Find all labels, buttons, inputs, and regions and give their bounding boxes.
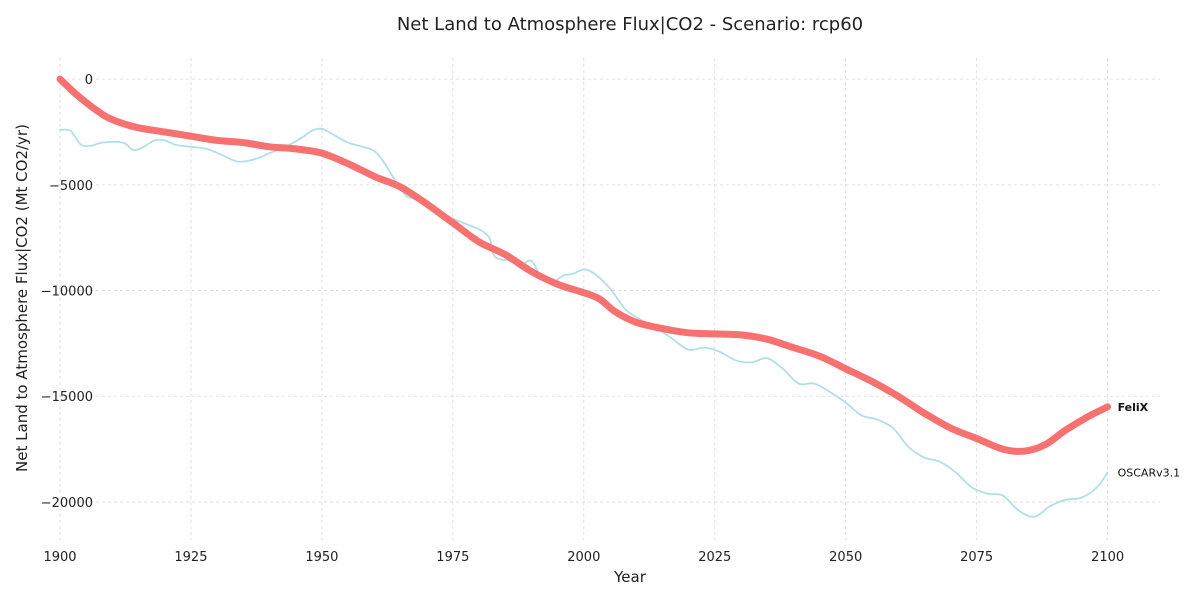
x-axis-label: Year [613,568,647,586]
series-label-oscarv3-1: OSCARv3.1 [1118,466,1181,479]
series-layer [56,75,1112,518]
series-line-oscarv3-1 [59,127,1109,518]
ticks-layer: 1900 1925 1950 1975 2000 2025 2050 2075 2100 0 −50… [41,73,1124,565]
x-tick-label: 1975 [436,550,469,565]
series-line-felix [56,75,1112,455]
x-tick-label: 2100 [1091,550,1124,565]
y-axis-label: Net Land to Atmosphere Flux|CO2 (Mt CO2/… [13,124,31,472]
x-tick-label: 1925 [174,550,207,565]
grid-layer [59,58,1160,540]
x-tick-label: 1950 [305,550,338,565]
y-tick-label: −5000 [49,179,93,194]
y-tick-label: −10000 [41,285,93,300]
y-tick-label: −15000 [41,390,93,405]
x-tick-label: 2050 [829,550,862,565]
x-tick-label: 1900 [43,550,76,565]
x-tick-label: 2075 [960,550,993,565]
series-end-labels: OSCARv3.1 FeliX [1118,401,1181,480]
x-tick-label: 2000 [567,550,600,565]
x-tick-label: 2025 [698,550,731,565]
y-tick-label: 0 [85,73,93,88]
chart-title: Net Land to Atmosphere Flux|CO2 - Scenar… [397,14,863,35]
y-tick-label: −20000 [41,496,93,511]
series-label-felix: FeliX [1118,401,1149,414]
